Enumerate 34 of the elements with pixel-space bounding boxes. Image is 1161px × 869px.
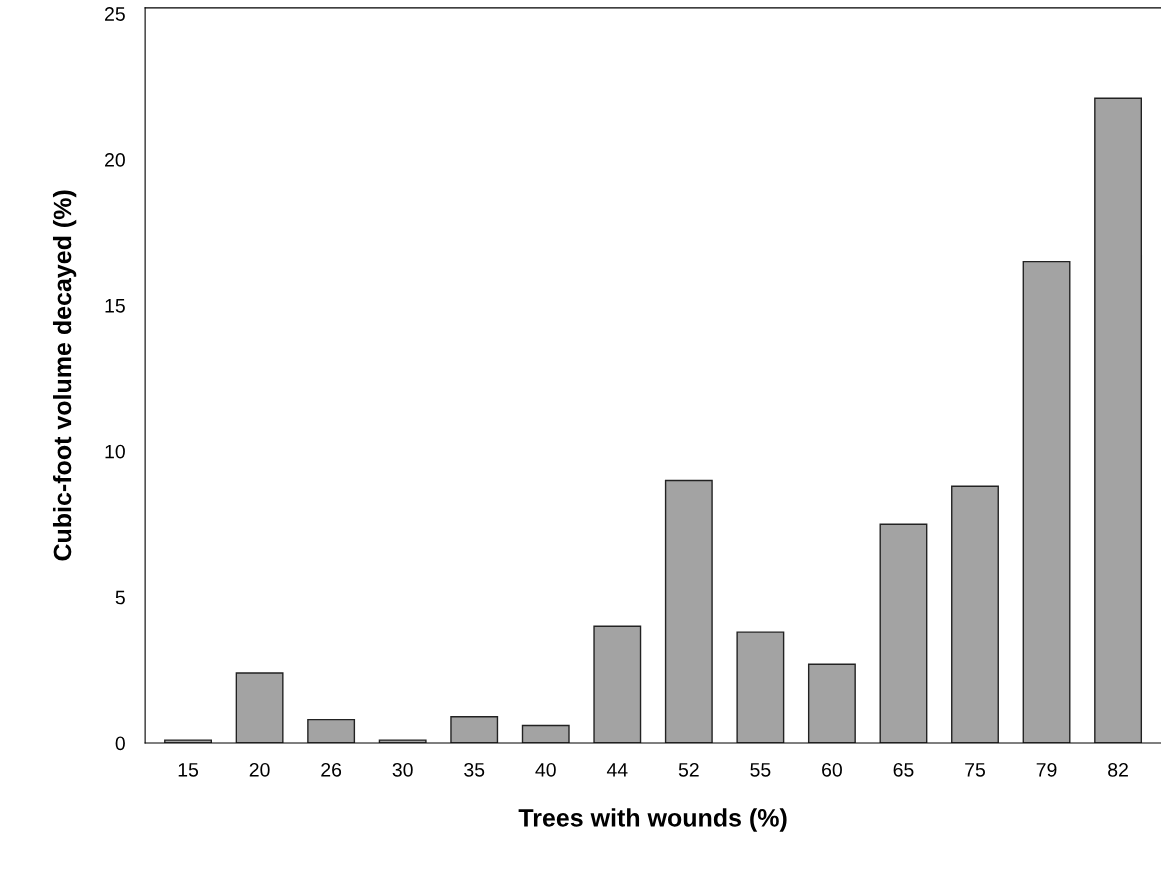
y-tick-label: 10: [105, 444, 125, 459]
x-tick-label: 60: [822, 762, 842, 777]
y-tick-label: 0: [115, 736, 125, 751]
y-tick-label: 5: [115, 590, 125, 605]
y-tick-label: 20: [105, 152, 125, 167]
bar: [521, 724, 570, 743]
bar: [736, 631, 785, 743]
x-tick-label: 82: [1108, 762, 1128, 777]
bar: [664, 479, 713, 743]
x-tick-label: 44: [606, 763, 628, 777]
x-tick-label: 35: [464, 762, 485, 777]
x-tick-label: 65: [893, 762, 914, 777]
bar: [951, 485, 999, 743]
y-tick-label: 25: [105, 7, 125, 21]
bar: [879, 523, 928, 743]
bar: [307, 718, 356, 743]
bar: [1094, 97, 1143, 743]
bar: [450, 716, 499, 743]
y-axis-title: Cubic-foot volume decayed (%): [52, 190, 77, 561]
bar: [807, 663, 856, 743]
bar: [1022, 260, 1071, 743]
x-tick-label: 52: [678, 762, 699, 777]
y-tick-label: 15: [105, 299, 125, 313]
x-tick-label: 20: [249, 762, 270, 777]
x-tick-label: 15: [178, 763, 199, 777]
bar: [593, 625, 642, 743]
x-tick-label: 40: [535, 762, 556, 777]
x-axis-title: Trees with wounds (%): [518, 808, 787, 832]
x-tick-label: 79: [1036, 762, 1057, 777]
bar: [235, 672, 284, 743]
x-tick-label: 55: [750, 763, 771, 777]
x-tick-label: 30: [392, 762, 413, 777]
x-tick-label: 26: [321, 762, 342, 777]
x-tick-label: 75: [965, 763, 985, 777]
